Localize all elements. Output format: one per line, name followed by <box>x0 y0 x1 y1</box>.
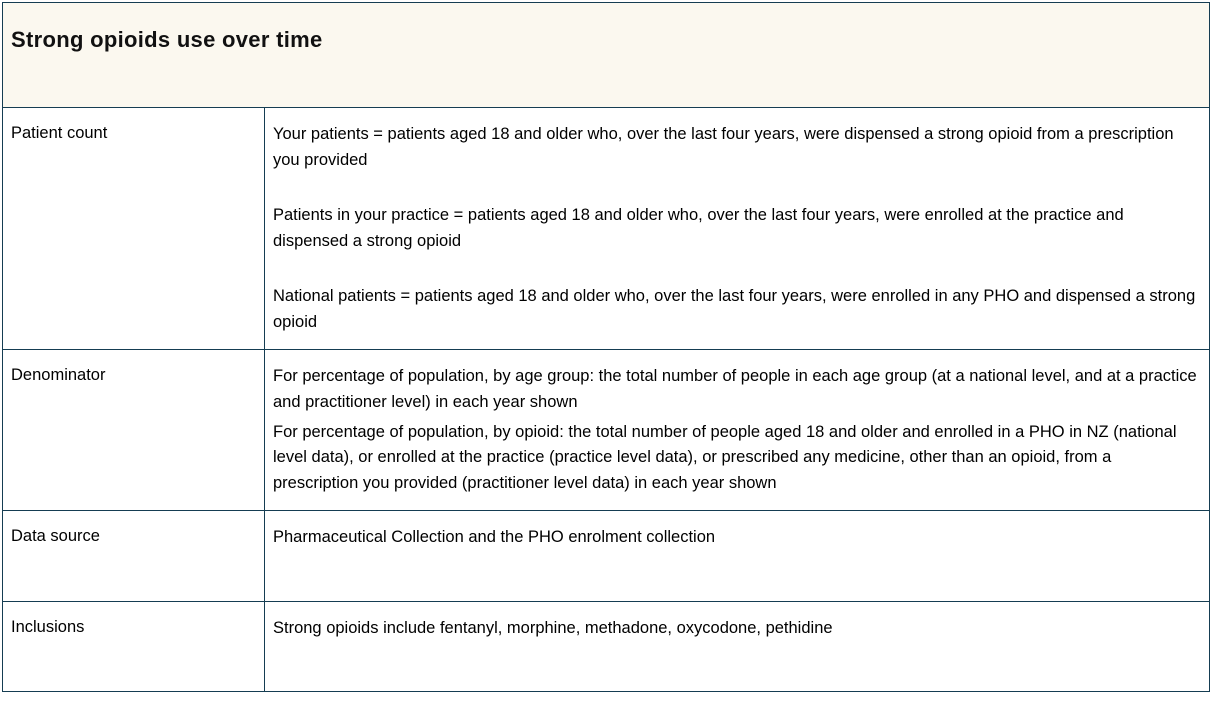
row-data-source: Data source Pharmaceutical Collection an… <box>3 511 1210 602</box>
row-patient-count: Patient count Your patients = patients a… <box>3 108 1210 350</box>
definition-table: Strong opioids use over time Patient cou… <box>2 2 1210 692</box>
denominator-p2: For percentage of population, by opioid:… <box>273 420 1201 497</box>
patient-count-p1: Your patients = patients aged 18 and old… <box>273 122 1201 173</box>
patient-count-p3: National patients = patients aged 18 and… <box>273 284 1201 335</box>
label-denominator: Denominator <box>3 350 265 511</box>
denominator-p1: For percentage of population, by age gro… <box>273 364 1201 415</box>
label-patient-count: Patient count <box>3 108 265 350</box>
patient-count-p2: Patients in your practice = patients age… <box>273 203 1201 254</box>
label-data-source: Data source <box>3 511 265 602</box>
row-inclusions: Inclusions Strong opioids include fentan… <box>3 601 1210 692</box>
value-patient-count: Your patients = patients aged 18 and old… <box>265 108 1210 350</box>
label-inclusions: Inclusions <box>3 601 265 692</box>
header-cell: Strong opioids use over time <box>3 3 1210 108</box>
header-row: Strong opioids use over time <box>3 3 1210 108</box>
value-denominator: For percentage of population, by age gro… <box>265 350 1210 511</box>
value-data-source: Pharmaceutical Collection and the PHO en… <box>265 511 1210 602</box>
table-title: Strong opioids use over time <box>11 27 1201 53</box>
row-denominator: Denominator For percentage of population… <box>3 350 1210 511</box>
value-inclusions: Strong opioids include fentanyl, morphin… <box>265 601 1210 692</box>
